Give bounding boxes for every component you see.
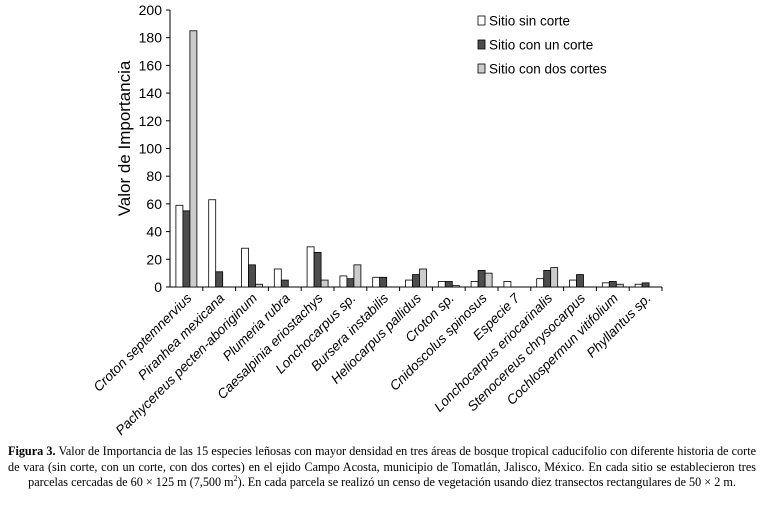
bar	[503, 281, 512, 288]
bar	[601, 282, 610, 288]
bar	[379, 276, 388, 288]
caption-text-2: ). En cada parcela se realizó un censo d…	[237, 475, 736, 489]
bar	[451, 285, 460, 288]
figure-caption: Figura 3. Valor de Importancia de las 15…	[8, 444, 756, 491]
bar	[313, 251, 322, 288]
y-axis-title: Valor de Importancia	[115, 60, 134, 216]
legend-swatch	[477, 63, 486, 74]
y-tick-label: 0	[154, 279, 162, 295]
legend-label: Sitio sin corte	[489, 14, 570, 29]
bar	[634, 283, 643, 288]
bar	[280, 279, 289, 288]
y-tick-label: 100	[139, 141, 163, 157]
bar	[175, 204, 184, 288]
bar	[215, 271, 224, 288]
y-tick-label: 40	[146, 224, 162, 240]
bar	[641, 282, 650, 288]
y-tick-label: 180	[139, 30, 163, 46]
bar	[405, 279, 413, 288]
bar	[306, 246, 315, 288]
bar	[182, 210, 191, 288]
bar	[608, 281, 617, 288]
bar	[346, 278, 355, 288]
bar	[372, 276, 381, 288]
bar	[208, 199, 217, 288]
bar	[550, 267, 559, 288]
bar	[241, 247, 249, 288]
bar	[412, 274, 420, 288]
bar	[543, 269, 552, 288]
bar	[189, 30, 198, 288]
bar	[444, 281, 453, 288]
bar	[320, 279, 329, 288]
bar	[248, 264, 256, 288]
y-tick-label: 160	[139, 57, 163, 73]
bar	[339, 275, 348, 288]
y-tick-label: 80	[146, 168, 162, 184]
bar	[437, 281, 446, 288]
legend-label: Sitio con un corte	[489, 38, 593, 53]
bar	[419, 268, 427, 288]
x-category-label: Pachycereus pecten-aboriginum	[113, 291, 261, 439]
caption-label: Figura 3.	[8, 444, 56, 458]
y-tick-label: 200	[139, 2, 163, 18]
bar	[353, 264, 362, 288]
bar	[569, 279, 577, 288]
bar	[615, 283, 624, 288]
y-tick-label: 20	[146, 251, 162, 267]
y-tick-label: 140	[139, 85, 163, 101]
y-tick-label: 120	[139, 113, 163, 129]
bar-chart: 0 20 40 60 80 100 120 140 160 180 200 Valor de Impo…	[91, 2, 663, 439]
bar	[477, 269, 486, 288]
caption-text-1: Valor de Importancia de las 15 especies …	[8, 444, 756, 489]
legend-label: Sitio con dos cortes	[489, 62, 607, 77]
bar	[470, 281, 479, 288]
bar	[255, 283, 263, 288]
caption-superscript: 2	[233, 473, 238, 483]
legend-swatch	[477, 39, 486, 50]
bar	[273, 268, 282, 288]
y-tick-label: 60	[146, 196, 162, 212]
bar	[576, 274, 584, 288]
bar	[484, 272, 493, 288]
legend-swatch	[477, 15, 486, 26]
bar	[536, 278, 545, 288]
